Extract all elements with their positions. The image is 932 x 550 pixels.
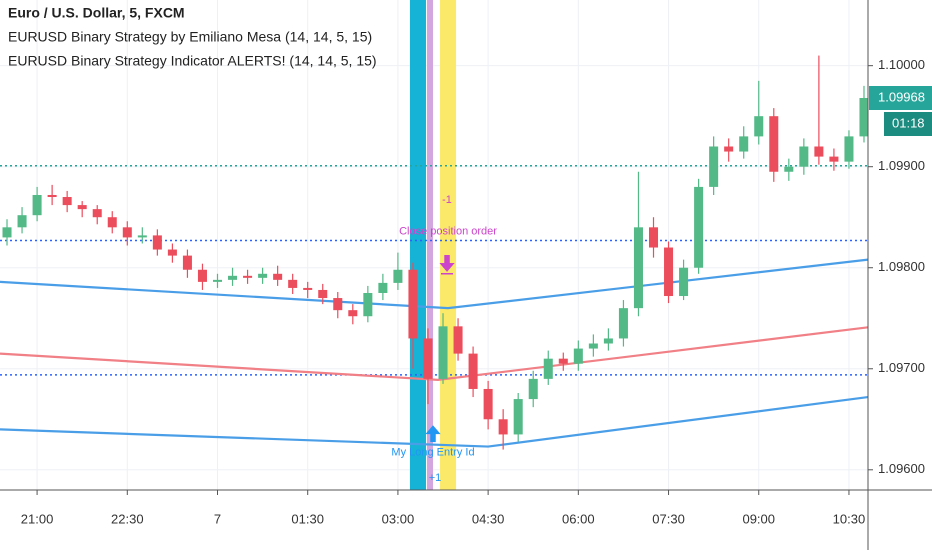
candle-body	[423, 338, 433, 379]
signal-arrow	[425, 425, 441, 443]
annotation: Close position order	[399, 225, 497, 237]
candle-body	[679, 267, 689, 297]
candle-body	[543, 358, 553, 379]
annotation: -1	[442, 194, 452, 206]
candle-body	[212, 279, 223, 282]
candle-body	[498, 419, 508, 435]
candle-body	[288, 279, 298, 288]
candle-body	[62, 197, 72, 206]
countdown-tag	[884, 112, 932, 136]
x-tick-label: 01:30	[291, 511, 324, 526]
candle-body	[92, 209, 102, 218]
candle-body	[588, 343, 598, 349]
candle-body	[664, 247, 674, 297]
candle-body	[799, 146, 809, 167]
indicator-label: EURUSD Binary Strategy by Emiliano Mesa …	[8, 29, 372, 45]
candle-body	[573, 348, 583, 364]
candle-body	[694, 186, 704, 268]
candle-body	[844, 136, 854, 162]
candle-body	[77, 205, 87, 210]
candle-body	[378, 282, 388, 293]
candle-body	[318, 289, 328, 299]
y-tick-label: 1.09800	[878, 259, 925, 274]
candle-body	[348, 310, 358, 317]
candle-body	[754, 116, 764, 137]
candle-body	[829, 156, 839, 162]
candle-body	[197, 269, 207, 282]
x-tick-label: 09:00	[742, 511, 775, 526]
chart-title: Euro / U.S. Dollar, 5, FXCM	[8, 5, 185, 21]
highlight-band	[426, 0, 433, 490]
candle-body	[32, 194, 42, 216]
candle-body	[273, 273, 283, 280]
candle-body	[769, 116, 779, 172]
x-tick-label: 04:30	[472, 511, 505, 526]
highlight-band	[409, 0, 426, 490]
candle-body	[47, 194, 57, 198]
candle-body	[648, 227, 659, 248]
y-tick-label: 1.09700	[878, 360, 925, 375]
y-tick-label: 1.09900	[878, 158, 925, 173]
y-tick-label: 1.09600	[878, 461, 925, 476]
candle-body	[438, 326, 448, 379]
candle-body	[603, 338, 613, 344]
candle-body	[333, 298, 343, 311]
indicator-label: EURUSD Binary Strategy Indicator ALERTS!…	[8, 53, 377, 69]
candle-body	[303, 287, 313, 290]
candle-body	[228, 275, 238, 280]
x-tick-label: 10:30	[833, 511, 866, 526]
x-tick-label: 06:00	[562, 511, 595, 526]
annotation: My Long Entry Id	[391, 447, 474, 459]
highlight-band	[440, 0, 457, 490]
candle-body	[724, 146, 734, 152]
plot-area: Close position order -1 My Long Entry Id +1	[0, 0, 869, 490]
candle-body	[258, 273, 268, 278]
last-price-tag	[869, 86, 932, 110]
indicator-line	[0, 258, 869, 310]
candle-body	[814, 146, 824, 157]
candle-body	[363, 292, 373, 317]
candle-body	[528, 378, 538, 400]
candle-body	[107, 217, 117, 228]
annotation: +1	[429, 472, 442, 484]
indicator-line	[0, 395, 869, 448]
indicator-line	[0, 326, 869, 381]
x-tick-label: 22:30	[111, 511, 144, 526]
candle-body	[633, 227, 643, 309]
candle-body	[122, 227, 132, 238]
candle-body	[393, 269, 403, 283]
candle-body	[558, 358, 568, 364]
x-tick-label: 7	[214, 511, 221, 526]
candle-body	[243, 275, 253, 278]
countdown-label: 01:18	[892, 115, 925, 130]
candle-body	[408, 269, 418, 339]
candle-body	[182, 255, 192, 270]
candle-body	[859, 98, 869, 137]
last-price-label: 1.09968	[878, 89, 925, 104]
signal-arrow	[439, 254, 455, 275]
candle-body	[17, 215, 27, 228]
candle-body	[513, 399, 523, 435]
candle-body	[468, 353, 478, 389]
candle-body	[483, 388, 493, 420]
candle-body	[152, 235, 162, 250]
candle-body	[618, 308, 628, 339]
candle-body	[453, 326, 463, 354]
x-tick-label: 21:00	[21, 511, 54, 526]
candle-body	[167, 249, 177, 256]
candle-body	[739, 136, 749, 152]
candle-body	[784, 166, 794, 172]
candle-body	[137, 235, 147, 238]
x-tick-label: 03:00	[382, 511, 415, 526]
candle-body	[2, 227, 12, 238]
y-tick-label: 1.10000	[878, 57, 925, 72]
candle-body	[709, 146, 719, 187]
x-tick-label: 07:30	[652, 511, 685, 526]
